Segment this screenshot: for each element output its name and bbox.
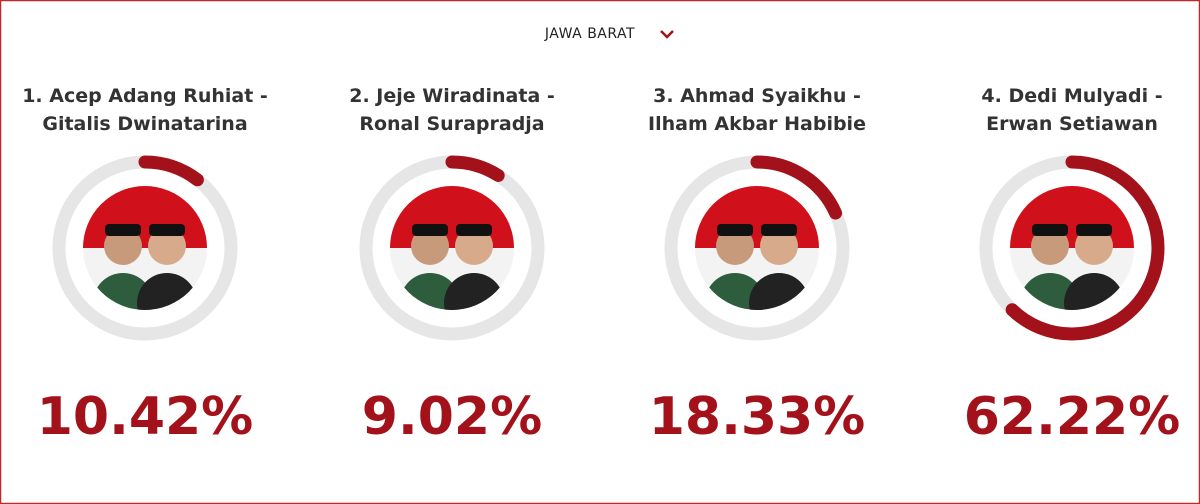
candidate-name: Ronal Surapradja xyxy=(359,113,544,135)
ring-arc xyxy=(664,155,850,341)
ring-arc xyxy=(979,155,1165,341)
person-cap xyxy=(149,224,185,236)
person-body xyxy=(1020,273,1080,310)
person-head xyxy=(1031,227,1069,265)
person-cap xyxy=(105,224,141,236)
person-cap xyxy=(412,224,448,236)
percentage: 18.33% xyxy=(649,387,866,447)
candidate-name: 3. Ahmad Syaikhu - xyxy=(653,85,861,107)
candidate-card: 2. Jeje Wiradinata - Ronal Surapradja 9.02… xyxy=(349,85,555,447)
person-body xyxy=(93,273,153,310)
ring-arc xyxy=(52,155,238,341)
percentage: 9.02% xyxy=(362,387,542,447)
dropdown-chevron[interactable] xyxy=(660,30,674,39)
candidate-name: Erwan Setiawan xyxy=(986,113,1158,135)
person-body xyxy=(137,273,197,310)
candidate-name: 2. Jeje Wiradinata - xyxy=(349,85,555,107)
person-body xyxy=(444,273,504,310)
person-head xyxy=(455,227,493,265)
candidate-photo xyxy=(83,186,207,310)
candidate-name: 1. Acep Adang Ruhiat - xyxy=(22,85,268,107)
ring-arc xyxy=(359,155,545,341)
candidate-name: 4. Dedi Mulyadi - xyxy=(981,85,1162,107)
candidate-card: 4. Dedi Mulyadi - Erwan Setiawan 62.22% xyxy=(964,85,1181,447)
person-body xyxy=(1064,273,1124,310)
person-cap xyxy=(1076,224,1112,236)
person-cap xyxy=(456,224,492,236)
person-cap xyxy=(1032,224,1068,236)
person-cap xyxy=(761,224,797,236)
person-head xyxy=(104,227,142,265)
person-head xyxy=(411,227,449,265)
person-cap xyxy=(717,224,753,236)
percentage: 62.22% xyxy=(964,387,1181,447)
person-body xyxy=(400,273,460,310)
candidate-name: Ilham Akbar Habibie xyxy=(648,113,866,135)
candidate-name: Gitalis Dwinatarina xyxy=(42,113,247,135)
candidate-card: 1. Acep Adang Ruhiat - Gitalis Dwinatarin… xyxy=(22,85,268,447)
person-head xyxy=(760,227,798,265)
candidate-photo xyxy=(390,186,514,310)
region-selector[interactable]: JAWA BARAT xyxy=(544,26,674,42)
percentage: 10.42% xyxy=(37,387,254,447)
person-head xyxy=(716,227,754,265)
person-body xyxy=(705,273,765,310)
person-body xyxy=(749,273,809,310)
region-label[interactable]: JAWA BARAT xyxy=(544,26,635,42)
person-head xyxy=(148,227,186,265)
person-head xyxy=(1075,227,1113,265)
